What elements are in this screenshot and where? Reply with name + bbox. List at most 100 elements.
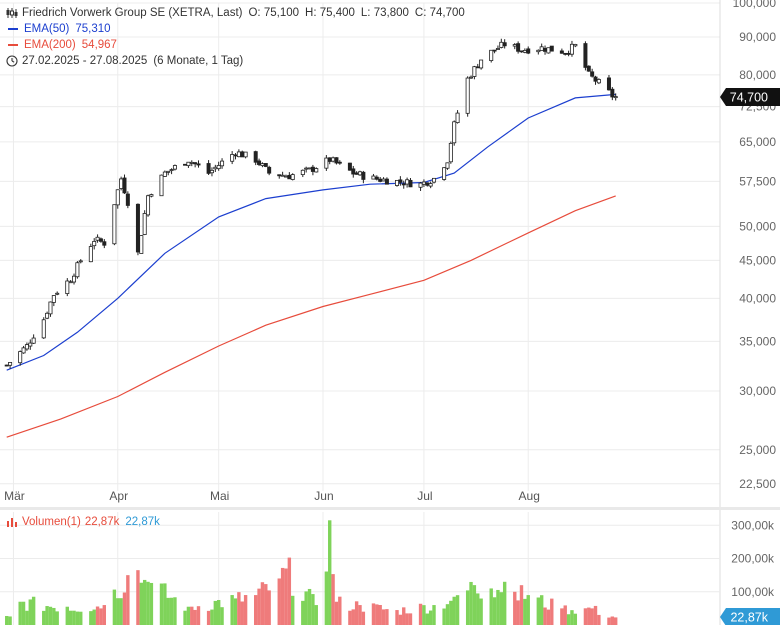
candle-body <box>519 50 524 53</box>
volume-bar <box>449 600 453 625</box>
ema200-line <box>6 195 616 438</box>
volume-bar <box>573 613 578 625</box>
price-axis[interactable]: 100,00090,00080,00072,50065,00057,50050,… <box>733 0 777 491</box>
candle-body <box>526 48 531 54</box>
volume-bar <box>479 598 483 625</box>
candle-body <box>230 154 235 162</box>
candle-body <box>98 238 103 242</box>
volume-tick-label: 100,00k <box>731 585 775 599</box>
candle-body <box>183 163 188 166</box>
volume-bar <box>237 592 241 625</box>
candle-body <box>75 262 80 278</box>
candle-body <box>290 174 295 180</box>
candle-body <box>596 79 601 84</box>
volume-bar <box>523 598 527 625</box>
candle-body <box>334 157 339 164</box>
candle-body <box>68 281 73 284</box>
candle-body <box>166 170 171 173</box>
volume-legend: Volumen(1) 22,87k 22,87k <box>6 516 160 528</box>
candle-body <box>28 342 33 347</box>
candle-body <box>314 168 319 173</box>
candle-body <box>102 241 107 246</box>
volume-bar <box>213 600 218 625</box>
candle-body <box>31 337 36 344</box>
volume-bar <box>351 609 355 625</box>
month-tick-label: Jul <box>417 489 432 503</box>
candle-body <box>327 157 332 162</box>
candle-body <box>88 246 93 263</box>
volume-bar <box>257 588 261 625</box>
candle-body <box>593 76 598 82</box>
volume-bar <box>519 585 524 625</box>
candle-body <box>45 312 50 319</box>
time-axis[interactable]: Mär Apr Mai Jun Jul Aug <box>4 489 540 503</box>
volume-bar <box>543 607 547 625</box>
candle-body <box>421 181 426 185</box>
candle-body <box>495 48 500 50</box>
candle-body <box>253 151 258 163</box>
volume-bar <box>45 606 49 625</box>
volume-bar <box>452 596 456 625</box>
candle-body <box>65 280 70 294</box>
last-price-tag <box>720 88 780 107</box>
volume-bar <box>210 609 214 625</box>
last-volume-label: 22,87k <box>730 611 768 625</box>
ohlc-high-label: H: <box>305 7 317 19</box>
volume-bar <box>75 611 80 625</box>
volume-bar <box>614 617 618 625</box>
candle-body <box>442 167 447 180</box>
price-tick-label: 100,000 <box>733 0 777 10</box>
volume-bar <box>593 605 598 625</box>
price-tick-label: 22,500 <box>739 477 776 491</box>
bar-chart-icon <box>7 518 17 527</box>
volume-bar <box>79 611 83 625</box>
volume-bar <box>186 606 191 625</box>
volume-bar <box>196 606 201 625</box>
candle-body <box>95 236 100 241</box>
candle-body <box>78 260 83 263</box>
volume-bar <box>112 589 117 625</box>
ema200-label: EMA(200) <box>24 39 76 51</box>
price-tick-label: 50,000 <box>739 219 776 233</box>
volume-bar <box>563 605 567 625</box>
volume-bar <box>31 596 36 625</box>
volume-bar <box>445 604 450 625</box>
price-tick-label: 57,500 <box>739 174 776 188</box>
candle-body <box>583 43 588 68</box>
candle-body <box>146 195 151 216</box>
candle-body <box>41 319 46 339</box>
volume-bar <box>126 575 130 625</box>
candle-body <box>243 151 248 158</box>
candle-body <box>489 49 494 62</box>
ohlc-low-label: L: <box>360 7 371 19</box>
candle-body <box>331 157 336 162</box>
candle-body <box>193 162 198 165</box>
candle-body <box>307 167 312 170</box>
legend-ema200-row: EMA(200) 54,967 <box>6 37 465 53</box>
volume-bar <box>566 614 571 625</box>
ema200-value: 54,967 <box>81 39 117 51</box>
volume-bar <box>139 582 144 625</box>
candle-body <box>351 168 356 175</box>
volume-bar <box>304 591 308 625</box>
volume-bar <box>230 595 234 625</box>
volume-bar <box>354 601 359 625</box>
volume-bar <box>361 611 366 625</box>
volume-axis[interactable]: 300,00k 200,00k 100,00k <box>731 518 775 598</box>
volume-bar <box>502 581 507 625</box>
volume-bar <box>21 601 26 625</box>
ema50-value: 75,310 <box>75 23 111 35</box>
volume-bar <box>280 567 285 625</box>
volume-bar <box>291 595 295 625</box>
candle-body <box>115 189 120 206</box>
candle-body <box>337 161 342 164</box>
candle-body <box>405 179 410 185</box>
candle-body <box>445 162 450 169</box>
candle-body <box>169 169 174 171</box>
month-tick-label: Mai <box>210 489 229 503</box>
month-tick-label: Aug <box>519 489 540 503</box>
volume-bar <box>206 610 211 625</box>
candle-body <box>502 42 507 47</box>
volume-bar <box>216 599 221 625</box>
